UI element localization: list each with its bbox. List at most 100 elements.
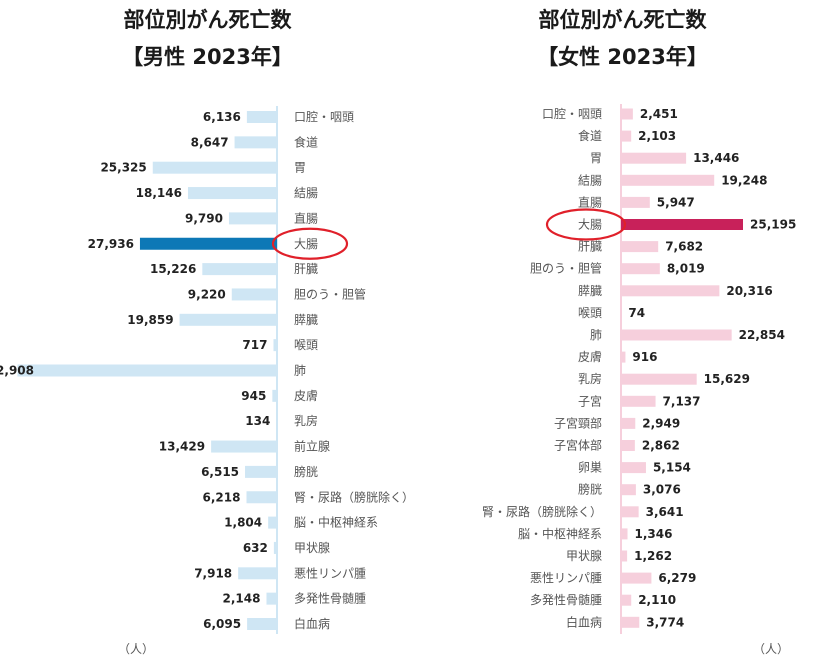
male-value-label: 632 <box>243 541 268 555</box>
male-bar <box>245 465 277 478</box>
female-value-label: 2,451 <box>640 107 678 121</box>
male-bar <box>202 263 277 276</box>
female-value-label: 916 <box>632 350 657 364</box>
male-highlight-ring <box>271 227 349 260</box>
male-chart-panel: 部位別がん死亡数 【男性 2023年】 6,136 口腔・咽頭 8,647 食道 25,… <box>0 8 414 656</box>
male-category-label: 多発性骨髄腫 <box>294 591 366 606</box>
female-category-label: 多発性骨髄腫 <box>530 592 602 607</box>
female-category-label: 大腸 <box>578 218 602 232</box>
female-category-label: 胃 <box>590 151 602 165</box>
male-value-label: 27,936 <box>88 237 134 251</box>
male-category-label: 大腸 <box>294 237 318 251</box>
female-value-label: 1,346 <box>635 527 673 541</box>
female-bar <box>621 130 632 142</box>
female-category-label: 腎・尿路（膀胱除く） <box>482 504 602 519</box>
male-category-label: 口腔・咽頭 <box>294 109 354 124</box>
male-category-label: 乳房 <box>294 413 318 428</box>
female-bar <box>621 594 632 606</box>
male-category-label: 脳・中枢神経系 <box>294 515 378 530</box>
male-bar <box>273 339 277 352</box>
male-value-label: 15,226 <box>150 262 196 276</box>
female-value-label: 20,316 <box>726 284 772 298</box>
female-bar <box>621 108 633 120</box>
male-bar <box>247 618 277 630</box>
female-category-label: 直腸 <box>578 195 602 209</box>
male-value-label: 7,918 <box>194 566 232 580</box>
female-value-label: 3,641 <box>646 505 684 519</box>
male-bar <box>273 541 277 554</box>
female-category-label: 結腸 <box>578 173 602 187</box>
female-category-label: 肝臓 <box>578 240 602 254</box>
male-value-label: 13,429 <box>159 440 205 454</box>
male-bar <box>268 516 277 529</box>
male-bar <box>246 491 277 504</box>
female-bar <box>621 572 652 584</box>
female-value-label: 25,195 <box>750 218 796 232</box>
female-bar <box>621 417 636 429</box>
male-bar <box>234 136 277 149</box>
male-value-label: 945 <box>241 389 266 403</box>
female-category-label: 肺 <box>590 328 602 342</box>
female-value-label: 2,103 <box>638 129 676 143</box>
male-bar <box>228 212 277 225</box>
male-bar <box>276 415 277 428</box>
male-value-label: 9,220 <box>188 287 226 301</box>
female-value-label: 2,949 <box>642 416 680 430</box>
female-bar <box>621 152 687 164</box>
female-category-label: 子宮 <box>578 393 602 408</box>
male-value-label: 18,146 <box>136 186 182 200</box>
male-category-label: 肺 <box>294 364 306 378</box>
male-bar-chart: 6,136 口腔・咽頭 8,647 食道 25,325 胃 18,146 結腸 9,790 直腸 2… <box>0 106 414 634</box>
male-value-label: 6,136 <box>203 110 241 124</box>
male-category-label: 甲状腺 <box>294 541 330 555</box>
female-bar <box>621 351 626 363</box>
male-bar <box>211 440 277 453</box>
male-bar <box>231 288 277 301</box>
female-value-label: 22,854 <box>739 328 785 342</box>
male-bar <box>238 567 277 580</box>
female-bar <box>621 484 636 496</box>
female-category-label: 乳房 <box>578 371 602 386</box>
male-value-label: 6,095 <box>203 617 241 631</box>
male-chart-subtitle: 【男性 2023年】 <box>122 45 293 69</box>
female-bar <box>621 528 628 540</box>
male-category-label: 食道 <box>294 134 318 149</box>
male-value-label: 52,908 <box>0 364 34 378</box>
female-chart-subtitle: 【女性 2023年】 <box>537 45 708 69</box>
male-bar <box>187 187 277 200</box>
female-category-label: 悪性リンパ腫 <box>530 571 602 585</box>
female-value-label: 19,248 <box>721 173 767 187</box>
female-value-label: 5,154 <box>653 461 691 475</box>
female-value-label: 6,279 <box>658 571 696 585</box>
female-bar <box>621 462 646 474</box>
female-category-label: 子宮頸部 <box>554 415 602 430</box>
female-value-label: 2,110 <box>638 593 676 607</box>
female-bar-chart: 2,451 口腔・咽頭 2,103 食道 13,446 胃 19,248 結腸 5,947 直腸 2… <box>482 104 796 634</box>
male-bar <box>139 237 277 250</box>
female-value-label: 7,682 <box>665 240 703 254</box>
male-value-label: 1,804 <box>224 516 262 530</box>
male-value-label: 717 <box>242 338 267 352</box>
male-category-label: 皮膚 <box>294 388 318 403</box>
female-value-label: 15,629 <box>704 372 750 386</box>
female-value-label: 7,137 <box>663 394 701 408</box>
female-value-label: 13,446 <box>693 151 739 165</box>
female-bar <box>621 219 743 230</box>
female-value-label: 3,774 <box>646 615 684 629</box>
male-value-label: 2,148 <box>222 592 260 606</box>
female-unit-label: （人） <box>753 642 790 656</box>
male-category-label: 結腸 <box>294 186 318 200</box>
male-category-label: 前立腺 <box>294 439 330 454</box>
male-category-label: 喉頭 <box>294 338 318 352</box>
female-bar <box>621 440 635 451</box>
female-category-label: 口腔・咽頭 <box>542 106 602 121</box>
female-category-label: 卵巣 <box>578 461 602 475</box>
female-bar <box>621 395 656 407</box>
female-category-label: 膀胱 <box>578 482 602 497</box>
female-chart-panel: 部位別がん死亡数 【女性 2023年】 2,451 口腔・咽頭 2,103 食道 13,… <box>415 0 830 668</box>
male-value-label: 25,325 <box>100 161 146 175</box>
female-category-label: 子宮体部 <box>554 438 602 453</box>
female-bar <box>621 550 628 562</box>
female-value-label: 2,862 <box>642 439 680 453</box>
female-category-label: 胆のう・胆管 <box>530 261 602 276</box>
